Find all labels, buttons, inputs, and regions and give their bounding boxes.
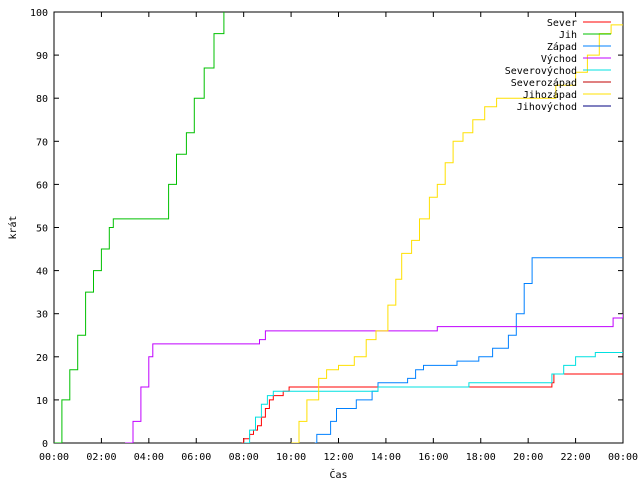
x-tick-label: 00:00 — [39, 452, 69, 463]
series-line-7 — [291, 24, 623, 443]
x-tick-label: 12:00 — [323, 452, 353, 463]
y-tick-label: 80 — [36, 94, 48, 105]
y-tick-label: 20 — [36, 353, 48, 364]
x-tick-label: 14:00 — [371, 452, 401, 463]
x-tick-label: 20:00 — [513, 452, 543, 463]
y-tick-label: 100 — [30, 8, 48, 19]
legend-label: Jihovýchod — [517, 101, 577, 113]
y-tick-label: 0 — [42, 439, 48, 450]
x-tick-label: 22:00 — [561, 452, 591, 463]
legend-label: Jih — [559, 30, 577, 41]
y-tick-label: 10 — [36, 396, 48, 407]
y-tick-label: 60 — [36, 180, 48, 191]
x-tick-label: 16:00 — [418, 452, 448, 463]
legend-label: Západ — [547, 41, 577, 53]
legend-label: Severozápad — [511, 77, 577, 89]
x-tick-label: 04:00 — [134, 452, 164, 463]
legend-label: Jihozápad — [523, 89, 577, 101]
series-line-2 — [54, 12, 225, 443]
legend-label: Severovýchod — [505, 65, 577, 77]
legend-label: Sever — [547, 18, 577, 29]
series-line-3 — [314, 257, 623, 443]
y-tick-label: 70 — [36, 137, 48, 148]
series-line-5 — [243, 352, 623, 443]
x-tick-label: 08:00 — [229, 452, 259, 463]
legend-label: Východ — [541, 53, 577, 65]
y-tick-label: 90 — [36, 51, 48, 62]
series-line-4 — [125, 313, 623, 443]
x-tick-label: 02:00 — [86, 452, 116, 463]
y-axis-label: krát — [7, 215, 19, 239]
y-tick-label: 30 — [36, 310, 48, 321]
x-axis-label: Čas — [329, 468, 347, 480]
x-tick-label: 00:00 — [608, 452, 638, 463]
x-tick-label: 06:00 — [181, 452, 211, 463]
x-tick-label: 18:00 — [466, 452, 496, 463]
y-tick-label: 50 — [36, 224, 48, 235]
y-tick-label: 40 — [36, 267, 48, 278]
x-tick-label: 10:00 — [276, 452, 306, 463]
series-line-1 — [241, 373, 623, 443]
